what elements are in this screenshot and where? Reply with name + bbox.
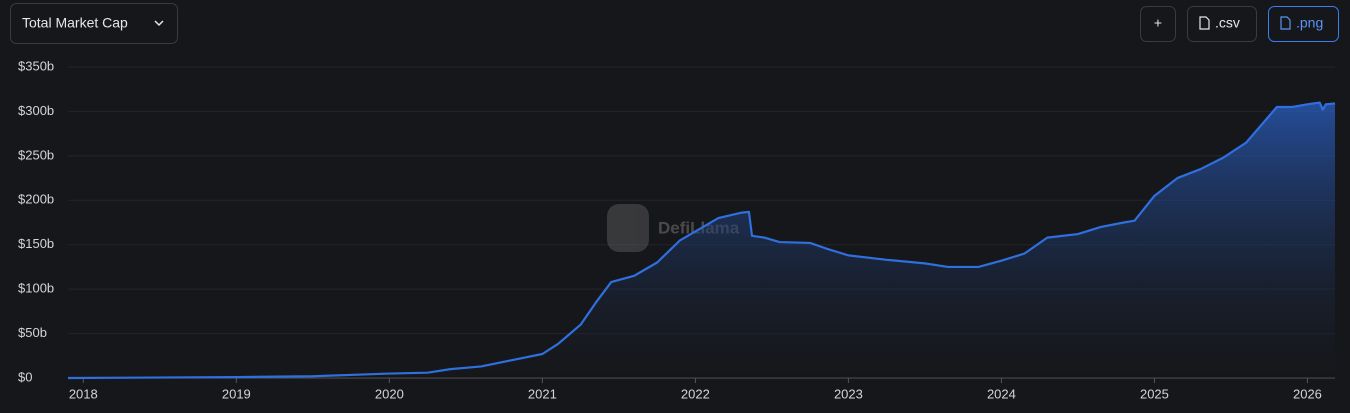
chevron[interactable] xyxy=(154,20,164,27)
selector[interactable]: Total Market Cap xyxy=(10,3,178,44)
x-tick-label: 2022 xyxy=(681,386,710,401)
x-tick-label: 2026 xyxy=(1293,386,1322,401)
x-tick-label: 2018 xyxy=(69,386,98,401)
watermark-logo xyxy=(607,204,649,252)
add-label[interactable]: + xyxy=(1154,15,1162,31)
y-tick-label: $100b xyxy=(18,281,54,296)
file-icon[interactable] xyxy=(1280,16,1291,30)
area-fill xyxy=(68,102,1335,378)
y-tick-label: $250b xyxy=(18,147,54,162)
y-tick-label: $200b xyxy=(18,192,54,207)
x-tick-label: 2024 xyxy=(987,386,1016,401)
x-tick-label: 2023 xyxy=(834,386,863,401)
x-tick-label: 2025 xyxy=(1140,386,1169,401)
y-tick-label: $350b xyxy=(18,58,54,73)
y-tick-label: $300b xyxy=(18,103,54,118)
x-tick-label: 2020 xyxy=(375,386,404,401)
file-icon[interactable] xyxy=(1199,16,1210,30)
selector-label[interactable]: Total Market Cap xyxy=(22,15,128,31)
x-tick-label: 2019 xyxy=(222,386,251,401)
add-button[interactable]: + xyxy=(1140,6,1176,42)
csv-label[interactable]: .csv xyxy=(1215,15,1240,31)
x-tick-label: 2021 xyxy=(528,386,557,401)
line xyxy=(67,101,1336,380)
y-tick-label: $50b xyxy=(18,325,47,340)
png-button[interactable]: .png xyxy=(1268,6,1339,42)
y-tick-label: $150b xyxy=(18,236,54,251)
y-tick-label: $0 xyxy=(18,369,32,384)
png-label[interactable]: .png xyxy=(1296,15,1323,31)
csv-button[interactable]: .csv xyxy=(1187,6,1257,42)
